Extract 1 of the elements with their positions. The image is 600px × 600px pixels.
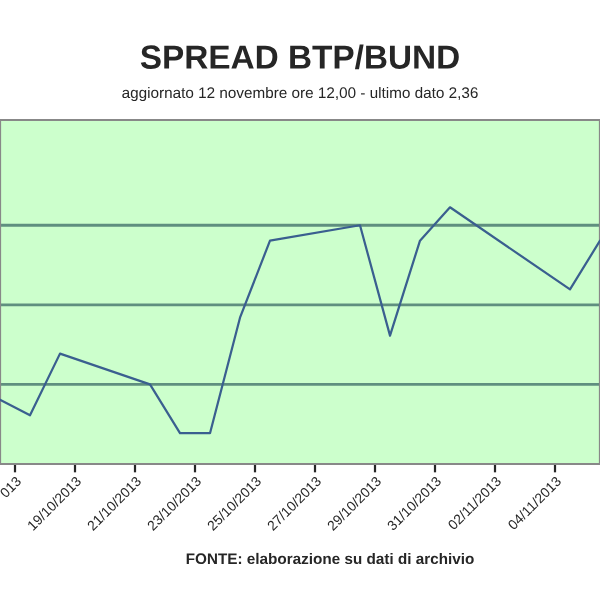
chart-title: SPREAD BTP/BUND [140, 44, 459, 70]
